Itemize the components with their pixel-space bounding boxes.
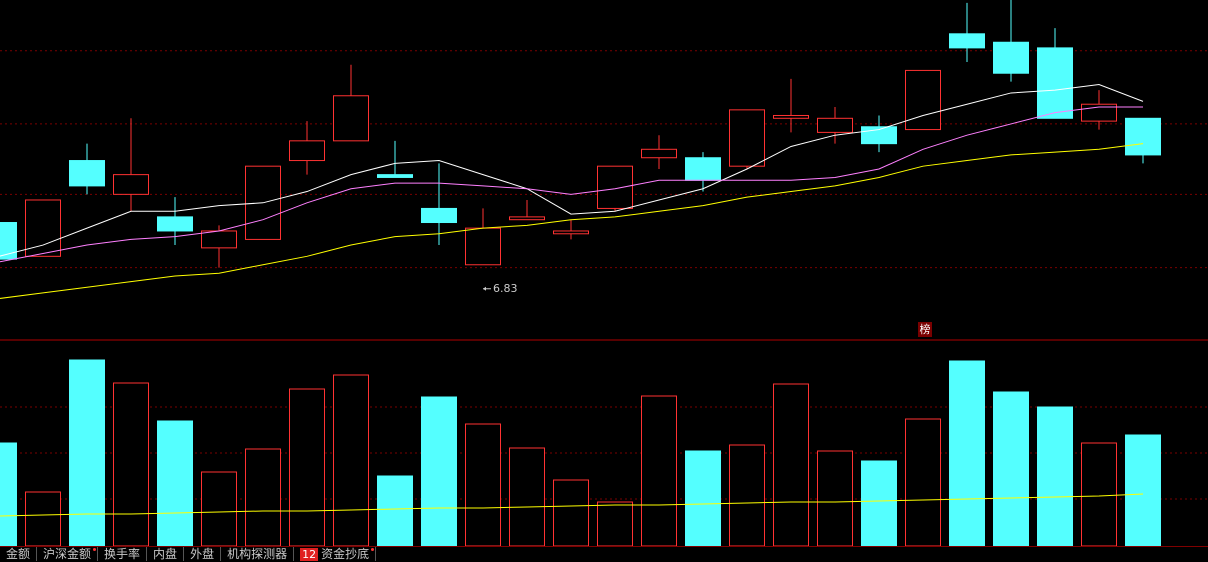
volume-bar <box>157 420 193 546</box>
volume-bar <box>333 374 369 546</box>
candle-body <box>905 69 941 131</box>
candle-body <box>509 216 545 221</box>
tab[interactable]: 机构探测器 <box>221 547 295 561</box>
candle-body <box>993 41 1029 74</box>
candle-body <box>597 165 633 209</box>
volume-bar <box>1037 406 1073 546</box>
volume-bar <box>817 450 853 546</box>
volume-bar <box>245 448 281 546</box>
low-arrow-head <box>483 286 486 291</box>
candle-body <box>1037 47 1073 119</box>
volume-bar <box>25 491 61 546</box>
tab-icon: 12 <box>300 548 319 561</box>
tab[interactable]: 金额 <box>0 547 38 561</box>
volume-bar <box>113 382 149 546</box>
candle-body <box>817 117 853 133</box>
candle-body <box>729 109 765 167</box>
candle-body <box>553 230 589 235</box>
candle-body <box>465 227 501 266</box>
badge-box <box>918 322 932 337</box>
candle-body <box>641 148 677 159</box>
volume-bar <box>597 501 633 546</box>
ma-line <box>0 83 1144 257</box>
volume-bar <box>993 391 1029 546</box>
candle-body <box>1125 117 1161 156</box>
volume-bar <box>773 383 809 546</box>
candle-body <box>773 114 809 119</box>
volume-bar <box>465 423 501 546</box>
chart: 6.83 榜 <box>0 0 1208 546</box>
volume-bar <box>949 360 985 546</box>
candle-body <box>685 157 721 181</box>
volume-bar <box>201 471 237 546</box>
volume-bar <box>1125 434 1161 546</box>
candle-body <box>333 95 369 142</box>
tab-label: 资金抄底 <box>321 547 370 561</box>
candle-body <box>0 222 17 260</box>
tab[interactable]: 换手率 <box>98 547 148 561</box>
volume-bar <box>861 460 897 546</box>
candle-body <box>25 199 61 257</box>
candle-body <box>949 33 985 49</box>
volume-bar <box>69 359 105 546</box>
volume-bar <box>905 418 941 546</box>
ma-line <box>0 143 1144 299</box>
volume-bar <box>377 475 413 546</box>
volume-ma-line <box>0 493 1144 517</box>
candle-body <box>377 174 413 178</box>
volume-bar <box>0 442 17 546</box>
candle-body <box>289 140 325 162</box>
ma-line <box>0 106 1143 263</box>
candle-body <box>421 207 457 224</box>
badge: 榜 <box>920 322 931 336</box>
volume-bar <box>421 396 457 546</box>
candle-body <box>157 216 193 232</box>
volume-bar <box>1081 442 1117 546</box>
volume-bar <box>509 447 545 546</box>
low-label: 6.83 <box>493 282 518 295</box>
tab[interactable]: 12 资金抄底 <box>294 547 377 561</box>
volume-bar <box>641 395 677 546</box>
candle-body <box>69 160 105 187</box>
candle-body <box>113 174 149 195</box>
tab-bar: 金额 沪深金额 换手率 内盘 外盘 机构探测器 12 资金抄底 <box>0 546 1208 561</box>
volume-bar <box>553 479 589 546</box>
tab[interactable]: 沪深金额 <box>37 547 99 561</box>
volume-bar <box>685 450 721 546</box>
tab[interactable]: 内盘 <box>147 547 185 561</box>
volume-bar <box>289 388 325 546</box>
tab[interactable]: 外盘 <box>184 547 222 561</box>
candle-body <box>201 230 237 249</box>
volume-bar <box>729 444 765 546</box>
